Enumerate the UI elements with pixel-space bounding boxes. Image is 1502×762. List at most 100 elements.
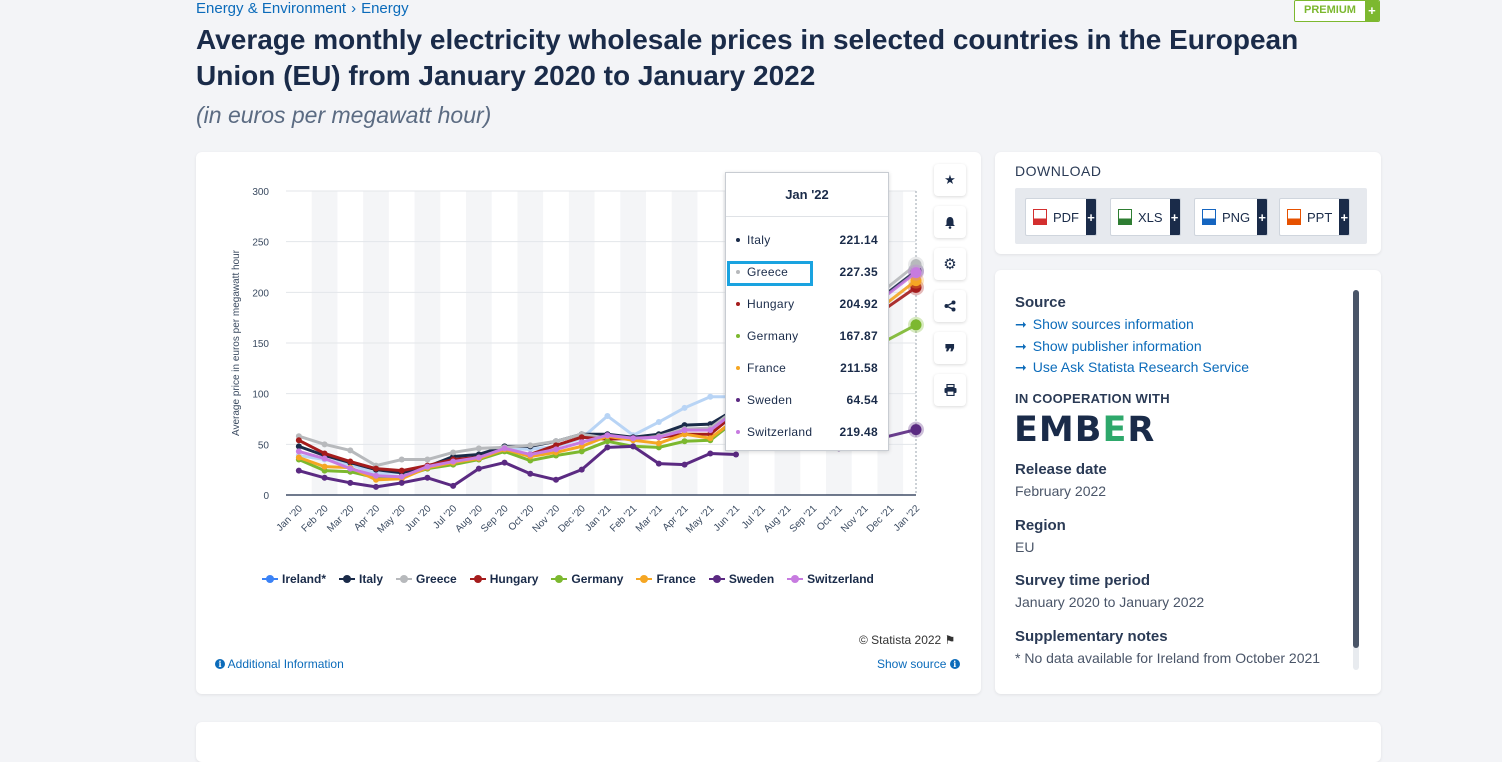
series-point: [681, 461, 688, 468]
x-tick-label: May '21: [684, 503, 717, 536]
premium-badge[interactable]: PREMIUM +: [1294, 0, 1380, 22]
survey-period-value: January 2020 to January 2022: [1015, 594, 1205, 610]
download-png-label: PNG: [1222, 209, 1251, 225]
tooltip-series-value: 167.87: [839, 329, 878, 343]
tooltip-series-name: France: [747, 361, 787, 375]
show-source-label: Show source: [877, 657, 947, 671]
tooltip-row: Switzerland 219.48: [736, 422, 878, 442]
series-point: [655, 460, 662, 467]
download-pdf-button[interactable]: PDF +: [1025, 198, 1097, 236]
notification-button[interactable]: [934, 206, 966, 238]
additional-information-link[interactable]: i Additional Information: [215, 657, 344, 671]
series-line: [298, 395, 736, 476]
legend-item[interactable]: Switzerland: [787, 572, 874, 586]
credit-text: © Statista 2022: [859, 633, 942, 647]
y-axis-label: Average price in euros per megawatt hour: [231, 249, 242, 436]
legend-label: Switzerland: [807, 572, 874, 586]
series-point: [630, 435, 637, 442]
survey-period-heading: Survey time period: [1015, 572, 1151, 589]
x-tick-label: Sep '21: [788, 503, 820, 535]
tooltip-series-dot: [736, 270, 740, 274]
breadcrumb-separator: ›: [351, 0, 357, 17]
tooltip-row: France 211.58: [736, 358, 878, 378]
series-point: [398, 467, 405, 474]
legend-label: Sweden: [728, 572, 775, 586]
y-tick-label: 150: [252, 339, 269, 350]
series-point: [707, 435, 714, 442]
x-tick-label: Sep '20: [479, 503, 511, 535]
print-button[interactable]: [934, 374, 966, 406]
download-ppt-label: PPT: [1307, 209, 1333, 225]
legend-item[interactable]: Germany: [551, 572, 623, 586]
series-point: [604, 412, 611, 419]
breadcrumb: Energy & Environment › Energy: [196, 0, 409, 17]
tooltip-row: Germany 167.87: [736, 326, 878, 346]
series-point: [630, 443, 637, 450]
share-button[interactable]: [934, 290, 966, 322]
tooltip-series-name: Hungary: [747, 297, 795, 311]
download-xls-plus: +: [1169, 199, 1180, 235]
settings-button[interactable]: ⚙: [934, 248, 966, 280]
legend-swatch: [787, 574, 804, 584]
tooltip-title: Jan '22: [726, 173, 888, 217]
x-tick-label: Dec '20: [556, 503, 588, 535]
series-point: [321, 450, 328, 457]
tooltip-series-name: Greece: [747, 265, 789, 279]
statista-credit: © Statista 2022 ⚑: [859, 633, 955, 647]
x-tick-label: Aug '20: [453, 503, 485, 535]
ask-statista-link[interactable]: ➞ Use Ask Statista Research Service: [1015, 359, 1250, 375]
download-xls-button[interactable]: XLS +: [1110, 198, 1181, 236]
quote-icon: ❞: [944, 340, 956, 364]
series-point: [655, 434, 662, 441]
y-tick-label: 50: [258, 440, 270, 451]
series-point: [475, 445, 482, 452]
legend-item[interactable]: France: [636, 572, 696, 586]
breadcrumb-parent[interactable]: Energy & Environment: [196, 0, 347, 17]
breadcrumb-current[interactable]: Energy: [361, 0, 409, 17]
tooltip-highlight-box: [727, 261, 813, 286]
download-png-button[interactable]: PNG +: [1194, 198, 1269, 236]
info-scrollbar-thumb[interactable]: [1353, 290, 1359, 648]
series-point: [578, 448, 585, 455]
legend-item[interactable]: Sweden: [708, 572, 775, 586]
show-sources-link[interactable]: ➞ Show sources information: [1015, 316, 1194, 332]
series-point: [501, 459, 508, 466]
next-section-card: [196, 722, 1381, 762]
series-point: [707, 393, 714, 400]
chart-legend: Ireland* Italy Greece Hungary Germany France S…: [262, 572, 887, 586]
series-point: [553, 476, 559, 483]
series-point: [910, 319, 922, 331]
legend-swatch: [262, 574, 278, 584]
ember-logo: EMBER: [1014, 410, 1156, 450]
favorite-button[interactable]: ★: [934, 164, 966, 196]
series-point: [295, 467, 302, 474]
tooltip-row: Italy 221.14: [736, 230, 878, 250]
chart-side-toolbar: ★ ⚙ ❞: [934, 164, 966, 416]
source-heading: Source: [1015, 294, 1066, 311]
arrow-right-icon: ➞: [1015, 338, 1027, 354]
series-point: [475, 454, 482, 461]
legend-item[interactable]: Ireland*: [262, 572, 326, 586]
legend-item[interactable]: Greece: [396, 572, 457, 586]
legend-swatch: [636, 574, 653, 584]
tooltip-series-value: 204.92: [839, 297, 878, 311]
series-point: [295, 454, 302, 461]
legend-swatch: [708, 574, 725, 584]
tooltip-series-value: 219.48: [839, 425, 878, 439]
region-heading: Region: [1015, 517, 1066, 534]
series-point: [398, 479, 405, 486]
download-ppt-button[interactable]: PPT +: [1279, 198, 1351, 236]
series-point: [501, 445, 508, 452]
legend-item[interactable]: Hungary: [469, 572, 538, 586]
cite-button[interactable]: ❞: [934, 332, 966, 364]
x-tick-label: Feb '21: [608, 503, 639, 534]
show-publisher-link[interactable]: ➞ Show publisher information: [1015, 338, 1202, 354]
legend-label: Germany: [571, 572, 624, 586]
series-point: [655, 440, 662, 447]
series-point: [527, 470, 534, 477]
x-tick-label: Jun '20: [403, 503, 434, 534]
show-source-link[interactable]: Show source i: [877, 657, 960, 671]
series-point: [681, 438, 688, 445]
legend-item[interactable]: Italy: [339, 572, 383, 586]
legend-swatch: [396, 574, 413, 584]
